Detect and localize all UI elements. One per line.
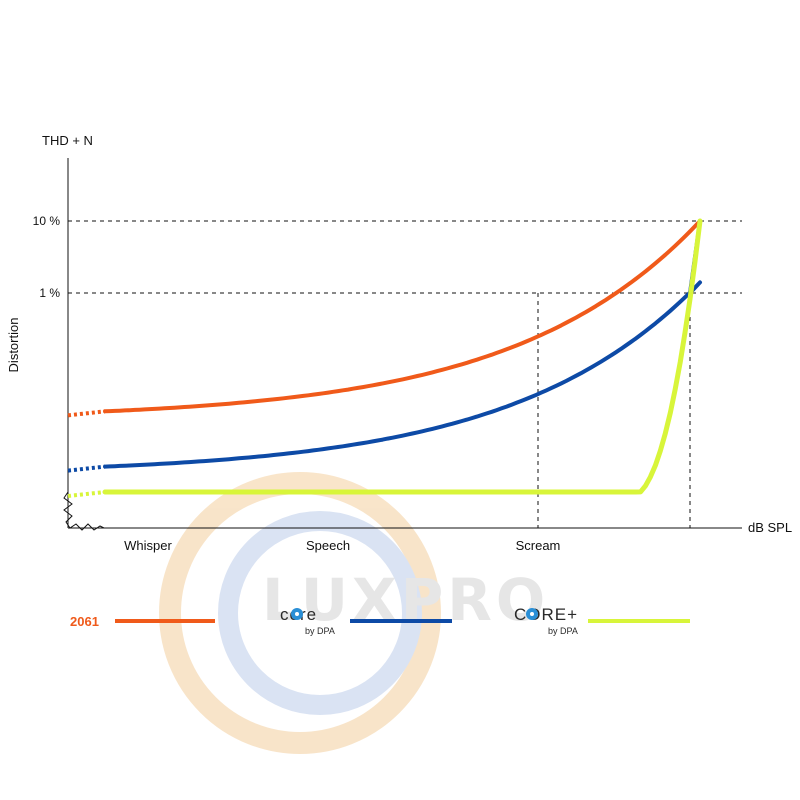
x-category-scream: Scream — [516, 538, 561, 553]
logo-coreplus-text: CORE+ — [514, 605, 578, 624]
series-1-lead-in — [67, 464, 106, 473]
legend: 2061 core by DPA CORE+ by DPA — [70, 605, 690, 636]
watermark: LUXPRO — [159, 472, 545, 754]
axis-break-icon — [63, 491, 105, 531]
series-line-2061 — [103, 219, 702, 414]
legend-label-2061: 2061 — [70, 614, 99, 629]
series-0-lead-in — [67, 409, 106, 418]
y-axis-title: THD + N — [42, 133, 93, 148]
legend-logo-core: core by DPA — [280, 605, 335, 636]
series-line-core-by-dpa — [102, 218, 703, 495]
logo-core-sub: by DPA — [305, 626, 335, 636]
y-tick-1pct: 1 % — [39, 286, 60, 300]
y-tick-10pct: 10 % — [33, 214, 61, 228]
logo-coreplus-sub: by DPA — [548, 626, 578, 636]
series-2-lead-in — [67, 490, 106, 498]
watermark-ring-inner — [218, 511, 422, 715]
series-line-core-by-dpa — [103, 219, 702, 469]
legend-logo-coreplus: CORE+ by DPA — [514, 605, 578, 636]
y-axis-label: Distortion — [6, 318, 21, 373]
x-category-whisper: Whisper — [124, 538, 172, 553]
watermark-ring-outer — [159, 472, 441, 754]
x-category-speech: Speech — [306, 538, 350, 553]
series-layer — [67, 218, 703, 498]
x-axis-label: dB SPL — [748, 520, 792, 535]
